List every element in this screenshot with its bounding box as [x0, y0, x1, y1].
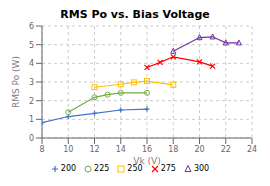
- svg-text:12: 12: [89, 145, 99, 154]
- html-text:200: 200: [60, 164, 77, 173]
- html-text:300: 300: [193, 164, 210, 173]
- svg-text:1: 1: [29, 115, 34, 124]
- svg-text:20: 20: [194, 145, 204, 154]
- svg-text:Vk (V): Vk (V): [133, 156, 160, 166]
- html-text:275: 275: [160, 164, 176, 173]
- svg-text:2: 2: [29, 97, 34, 106]
- svg-text:6: 6: [29, 22, 34, 31]
- svg-text:5: 5: [29, 41, 34, 50]
- svg-text:18: 18: [168, 145, 178, 154]
- svg-text:10: 10: [63, 145, 73, 154]
- svg-text:24: 24: [247, 145, 257, 154]
- svg-text:0: 0: [29, 134, 34, 143]
- html-text:250: 250: [127, 164, 143, 173]
- svg-text:RMS Po (W): RMS Po (W): [11, 56, 21, 108]
- svg-text:8: 8: [39, 145, 44, 154]
- svg-text:16: 16: [142, 145, 152, 154]
- svg-text:3: 3: [29, 78, 34, 87]
- svg-text:22: 22: [221, 145, 231, 154]
- html-text:RMS Po vs. Bias Voltage: RMS Po vs. Bias Voltage: [60, 8, 210, 21]
- svg-text:4: 4: [29, 59, 34, 68]
- html-text:225: 225: [94, 164, 110, 173]
- svg-text:14: 14: [116, 145, 126, 154]
